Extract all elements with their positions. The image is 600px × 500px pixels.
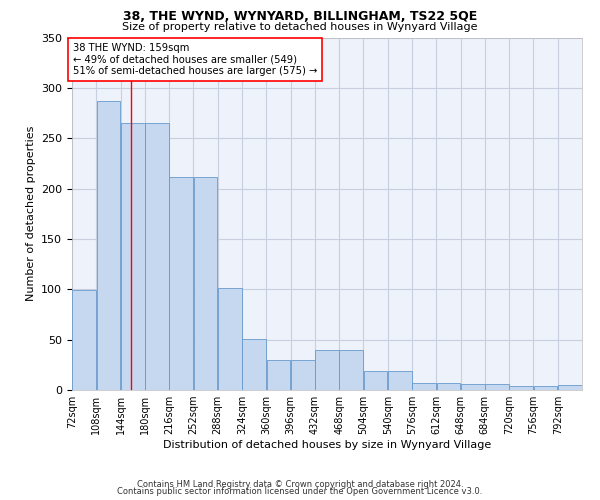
Text: Contains HM Land Registry data © Crown copyright and database right 2024.: Contains HM Land Registry data © Crown c… [137, 480, 463, 489]
Text: Size of property relative to detached houses in Wynyard Village: Size of property relative to detached ho… [122, 22, 478, 32]
Bar [340, 350, 363, 390]
Bar [461, 384, 485, 390]
Bar [194, 178, 217, 390]
Text: 38, THE WYND, WYNYARD, BILLINGHAM, TS22 5QE: 38, THE WYND, WYNYARD, BILLINGHAM, TS22 … [123, 10, 477, 23]
Bar [266, 360, 290, 390]
Bar [437, 383, 460, 390]
Bar [145, 123, 169, 390]
Bar [169, 178, 193, 390]
Bar [97, 101, 121, 390]
X-axis label: Distribution of detached houses by size in Wynyard Village: Distribution of detached houses by size … [163, 440, 491, 450]
Bar [242, 338, 266, 390]
Bar [72, 290, 96, 390]
Bar [121, 123, 145, 390]
Bar [218, 288, 242, 390]
Bar [558, 385, 582, 390]
Text: 38 THE WYND: 159sqm
← 49% of detached houses are smaller (549)
51% of semi-detac: 38 THE WYND: 159sqm ← 49% of detached ho… [73, 42, 317, 76]
Bar [412, 383, 436, 390]
Bar [364, 371, 388, 390]
Text: Contains public sector information licensed under the Open Government Licence v3: Contains public sector information licen… [118, 487, 482, 496]
Y-axis label: Number of detached properties: Number of detached properties [26, 126, 35, 302]
Bar [388, 371, 412, 390]
Bar [509, 386, 533, 390]
Bar [533, 386, 557, 390]
Bar [315, 350, 339, 390]
Bar [291, 360, 314, 390]
Bar [485, 384, 509, 390]
